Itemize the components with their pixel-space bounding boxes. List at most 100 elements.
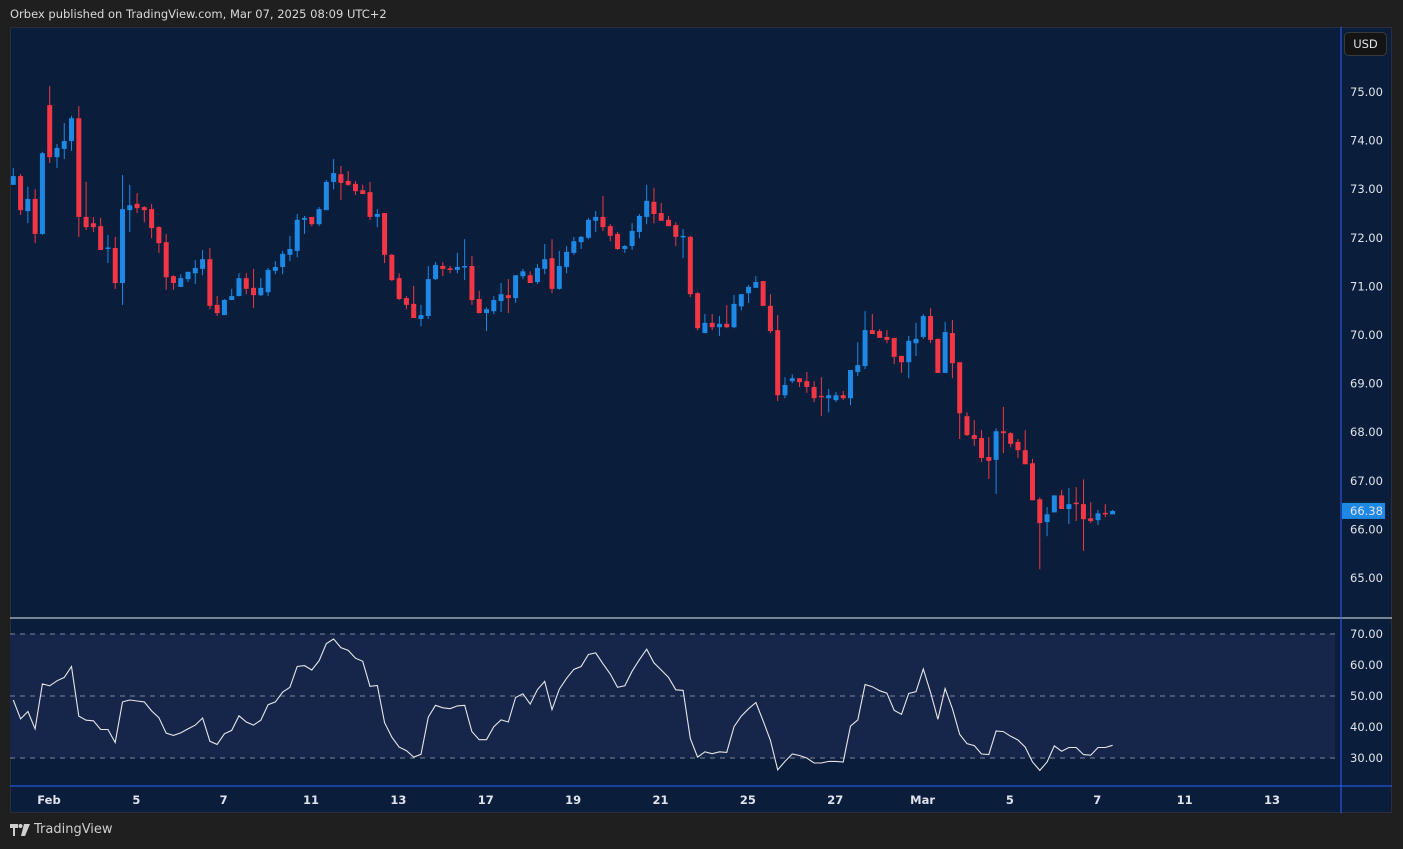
candle-body [651,201,657,214]
candle-body [61,141,67,149]
candle [971,420,977,446]
candle [913,322,919,356]
candle [775,315,781,402]
currency-button[interactable]: USD [1344,32,1387,56]
candle-body [527,275,533,283]
candle [469,255,475,305]
candle [163,233,169,290]
candle [331,159,337,190]
candle [833,391,839,403]
candle [1066,488,1072,525]
candle [804,371,810,393]
candle [360,184,366,195]
candle [949,319,955,379]
candle-body [993,431,999,460]
candle [1102,504,1108,518]
price-tick-label: 74.00 [1350,134,1383,148]
candle [957,362,963,440]
candle-body [221,300,227,316]
candle-body [134,203,140,209]
candle-body [898,355,904,363]
candle [716,316,722,336]
candle-body [389,254,395,281]
candle [338,165,344,200]
candle-body [90,223,96,228]
time-tick-label: 7 [1093,793,1101,807]
candle-body [971,435,977,440]
candle-body [811,387,817,399]
candle-body [804,381,810,388]
candle [454,252,460,274]
candle-body [782,385,788,396]
price-tick-label: 66.00 [1350,522,1383,536]
time-tick-label: 11 [303,793,319,807]
candle [90,216,96,232]
candle-body [10,176,16,185]
candle-body [556,265,562,289]
candle [207,248,213,310]
candle-body [513,275,519,299]
candle [520,268,526,280]
last-price-badge [1342,502,1385,519]
candle [797,378,803,388]
candle [367,181,373,220]
candle [578,235,584,249]
candle [942,321,948,373]
candle-body [848,369,853,399]
candle-body [462,265,468,268]
candle-body [54,147,60,158]
price-tick-label: 69.00 [1350,377,1383,391]
candle-body [141,207,147,211]
candle [323,179,329,211]
candle-body [746,286,752,294]
candle [32,189,38,244]
candle-body [1059,495,1065,509]
candle [680,229,686,259]
candle [396,273,402,301]
candle-body [316,209,322,225]
candle [1059,490,1065,509]
candle-body [302,217,307,220]
candle [585,217,591,240]
candle-body [440,265,446,269]
candle-body [418,315,424,319]
candle-body [352,183,358,192]
candle [877,329,883,338]
candle [221,299,227,316]
candle [258,278,264,297]
candle-body [680,235,686,238]
candle [673,222,679,247]
candle [425,265,431,319]
candle [200,249,206,276]
candle [302,215,307,234]
candle-body [520,271,526,277]
candle-body [709,322,715,328]
candle [462,239,468,281]
candle-body [112,248,118,283]
candle-body [906,340,912,363]
candle-body [673,225,679,237]
candle-body [738,294,744,307]
candle [862,311,868,370]
candle-body [69,118,75,142]
candle-body [862,330,868,367]
candle-body [1044,514,1050,523]
candle [280,250,286,275]
candle-body [120,209,125,283]
candle [141,206,147,223]
candle-body [338,174,344,183]
candle-body [760,281,766,306]
candle [542,244,548,275]
candle [156,226,162,253]
tradingview-logo[interactable]: TradingView [10,822,113,837]
candle [403,296,409,310]
candle-body [797,378,803,383]
candle-body [309,216,315,225]
candle [149,203,155,239]
candle [1088,502,1094,524]
candle [134,193,140,214]
candle [1051,495,1057,513]
candle [891,337,897,365]
candle-body [629,230,635,247]
